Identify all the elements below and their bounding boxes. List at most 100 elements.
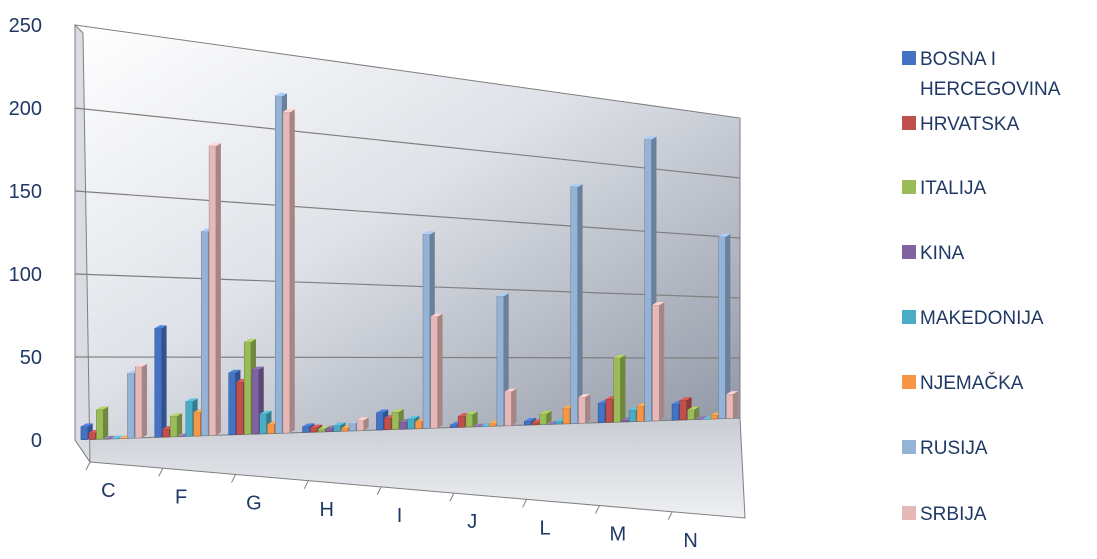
bar-side [437, 313, 443, 429]
bar [310, 424, 323, 433]
bar-face [228, 372, 236, 436]
bar-face [457, 415, 466, 428]
gridline [74, 190, 741, 239]
bar-side [177, 412, 183, 437]
bar-top [496, 293, 509, 297]
bar-face [243, 341, 252, 435]
bar-face [531, 421, 540, 426]
bar-face [302, 425, 310, 433]
legend-label: MAKEDONIJA [920, 308, 1044, 329]
bar-face [317, 428, 326, 433]
bar-face [555, 420, 563, 425]
bar [504, 388, 517, 427]
bar [539, 410, 552, 425]
bar [465, 411, 478, 428]
bar-face [162, 428, 170, 438]
bar-face [636, 405, 644, 422]
x-tick-label: J [467, 511, 477, 533]
bar [170, 412, 183, 438]
bar-face [333, 425, 341, 432]
bar-face [504, 391, 512, 427]
bar-face [652, 304, 660, 422]
bar-face [496, 295, 504, 427]
bar-top [228, 369, 241, 373]
bar-side [620, 354, 626, 422]
bar-face [96, 409, 104, 440]
legend-label: BOSNA I [920, 49, 996, 70]
bar-face [621, 420, 629, 423]
bar-side [577, 184, 583, 424]
legend-swatch [902, 116, 916, 130]
bar-side [659, 302, 665, 421]
bar-top [356, 417, 369, 421]
bar [96, 406, 109, 440]
legend-swatch [902, 51, 916, 65]
bar-top [185, 398, 198, 402]
bar-face [718, 236, 726, 419]
x-tick-mark [594, 505, 600, 514]
bar [726, 391, 739, 419]
bar-face [570, 186, 578, 424]
x-tick-mark [522, 499, 528, 508]
bar-face [450, 424, 458, 428]
bar-face [170, 415, 178, 438]
bar-face [127, 373, 135, 439]
y-tick-label: 150 [9, 181, 42, 203]
legend-swatch [902, 440, 916, 454]
bar-side [546, 410, 552, 425]
bar [134, 363, 148, 439]
bar-top [251, 366, 264, 370]
bar [473, 423, 486, 428]
bar-top [282, 108, 295, 113]
bar-top [473, 423, 486, 427]
bar-face [539, 413, 547, 425]
bar-side [215, 143, 221, 436]
bar-top [430, 313, 443, 317]
legend-label: ITALIJA [920, 178, 986, 199]
bar-face [348, 423, 357, 432]
bar [578, 393, 591, 424]
bar-face [267, 424, 275, 434]
bar-face [628, 409, 637, 422]
bar-top [376, 409, 389, 413]
bar-face [671, 403, 680, 421]
legend-label: HRVATSKA [920, 114, 1020, 135]
bar-top [104, 435, 116, 440]
bar-face [644, 138, 652, 422]
bar-face [597, 402, 606, 423]
bar-side [725, 233, 731, 419]
bar [208, 142, 221, 436]
bar-top [718, 233, 731, 237]
bar [613, 354, 626, 423]
bar-face [415, 421, 423, 430]
bar-top [275, 92, 288, 97]
bar-top [318, 425, 330, 429]
bar-face [687, 409, 695, 420]
bar-top [652, 301, 665, 306]
bar [430, 313, 443, 429]
bar-face [356, 419, 364, 431]
bar-top [458, 412, 470, 417]
bar-face [236, 381, 244, 435]
legend-label-cont: HERCEGOVINA [920, 79, 1061, 100]
bar-top [423, 231, 435, 235]
bar-side [142, 363, 148, 438]
bar-top [539, 410, 552, 414]
bar-face [282, 111, 291, 434]
bar [111, 435, 124, 440]
bar-side [511, 388, 517, 426]
legend-swatch [902, 180, 916, 194]
bar-face [88, 432, 96, 440]
legend-swatch [902, 245, 916, 259]
bar-side [694, 406, 700, 420]
back-wall [74, 24, 741, 441]
y-tick-label: 0 [31, 430, 42, 452]
bar-face [710, 414, 718, 420]
legend-label: SRBIJA [920, 504, 987, 525]
y-tick-label: 100 [9, 264, 42, 286]
bar-top [465, 411, 478, 415]
x-tick-mark [376, 486, 382, 496]
bar-side [161, 325, 167, 438]
x-tick-mark [667, 511, 673, 521]
bar-face [80, 426, 88, 441]
